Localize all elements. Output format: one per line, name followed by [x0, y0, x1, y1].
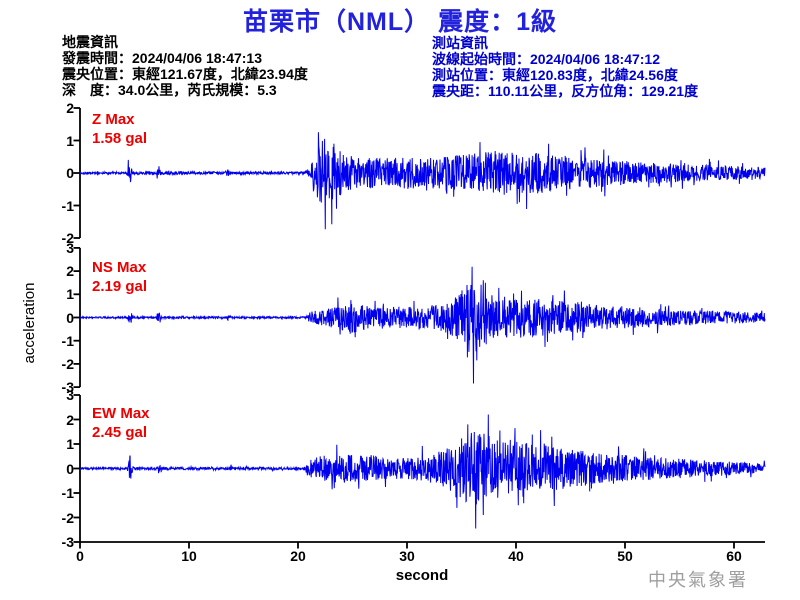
event-info-origin-time: 發震時間：2024/04/06 18:47:13 — [62, 50, 262, 66]
waveform-trace-ew — [79, 414, 766, 529]
y-tick-label: -2 — [61, 355, 74, 372]
y-tick-label: -1 — [61, 197, 74, 214]
x-axis-label: second — [395, 567, 449, 584]
z-max-label: Z Max 1.58 gal — [92, 110, 147, 148]
event-info-depth-magnitude: 深 度：34.0公里，芮氏規模：5.3 — [62, 82, 277, 98]
waveform-trace-z — [79, 132, 766, 230]
ns-max-title: NS Max — [92, 259, 147, 276]
x-tick-label: 30 — [399, 548, 415, 564]
x-tick-label: 50 — [617, 548, 633, 564]
y-tick-label: -2 — [61, 230, 74, 246]
ew-max-value: 2.45 gal — [92, 424, 148, 441]
y-tick-label: -2 — [61, 509, 74, 526]
y-tick-label: 0 — [66, 460, 74, 477]
event-info: 地震資訊 發震時間：2024/04/06 18:47:13 震央位置：東經121… — [62, 34, 308, 98]
y-tick-label: 2 — [66, 263, 74, 280]
station-info: 測站資訊 波線起始時間：2024/04/06 18:47:12 測站位置：東經1… — [432, 35, 698, 99]
waveform-trace-ns — [79, 266, 766, 384]
x-tick-label: 0 — [76, 548, 84, 564]
page-title: 苗栗市（NML） 震度：1級 — [242, 8, 557, 36]
y-tick-label: 1 — [66, 286, 74, 303]
event-info-epicenter: 震央位置：東經121.67度，北緯23.94度 — [62, 66, 308, 82]
z-max-value: 1.58 gal — [92, 130, 148, 147]
x-tick-label: 20 — [290, 548, 306, 564]
y-tick-label: 1 — [66, 436, 74, 452]
y-tick-label: 1 — [66, 132, 74, 149]
x-tick-label: 60 — [726, 548, 742, 564]
y-axis-label: acceleration — [21, 282, 38, 364]
y-tick-label: -1 — [61, 332, 74, 349]
station-info-heading: 測站資訊 — [432, 35, 488, 51]
y-tick-label: -3 — [61, 534, 74, 550]
y-tick-label: 3 — [66, 239, 74, 256]
y-tick-label: 0 — [66, 309, 74, 326]
ew-max-label: EW Max 2.45 gal — [92, 404, 150, 442]
x-tick-label: 40 — [508, 548, 524, 564]
x-tick-label: 10 — [181, 548, 197, 564]
event-info-heading: 地震資訊 — [62, 34, 118, 50]
y-tick-label: -1 — [61, 485, 74, 501]
y-tick-label: 2 — [66, 411, 74, 428]
station-info-distance-azimuth: 震央距：110.11公里，反方位角：129.21度 — [432, 83, 699, 99]
watermark: 中央氣象署 — [648, 570, 748, 590]
station-info-location: 測站位置：東經120.83度，北緯24.56度 — [432, 67, 678, 83]
ew-max-title: EW Max — [92, 405, 150, 422]
ns-max-label: NS Max 2.19 gal — [92, 258, 147, 296]
y-tick-label: -3 — [61, 379, 74, 396]
y-tick-label: 2 — [66, 100, 74, 116]
z-max-title: Z Max — [92, 111, 135, 128]
ns-max-value: 2.19 gal — [92, 278, 148, 295]
y-tick-label: 0 — [66, 165, 74, 181]
y-tick-label: 3 — [66, 387, 74, 403]
station-info-start-time: 波線起始時間：2024/04/06 18:47:12 — [432, 51, 660, 67]
